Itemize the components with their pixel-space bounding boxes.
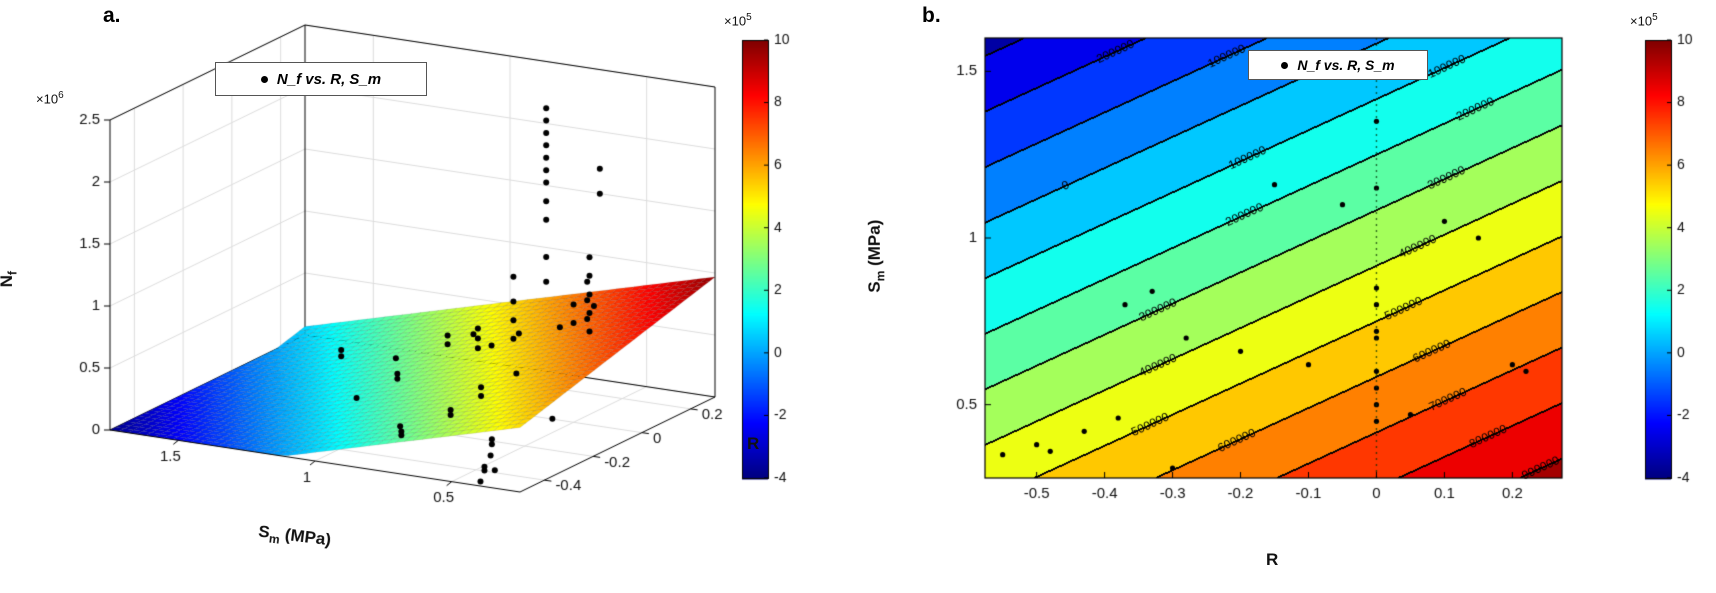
colorbar-a-exp-mantissa: ×10 [724, 13, 747, 29]
y-axis-title-b: Sm (MPa) [865, 196, 887, 316]
legend-b-marker-dot-icon [1281, 61, 1289, 69]
legend-b: N_f vs. R, S_m [1248, 50, 1428, 80]
colorbar-b-exp-mantissa: ×10 [1630, 13, 1653, 29]
z-title-sub: f [5, 271, 20, 276]
x-axis-title-b: R [1266, 550, 1278, 570]
colorbar-a-exponent-label: ×105 [724, 12, 752, 28]
colorbar-b-exp-power: 5 [1652, 12, 1658, 23]
y-title-sub-b: m [873, 270, 888, 282]
surface3d-plot-canvas [0, 0, 850, 593]
legend-a-marker-dot-icon [260, 75, 268, 83]
colorbar-b-exponent-label: ×105 [1630, 12, 1658, 28]
z-exp-mantissa: ×10 [36, 91, 59, 107]
z-title-base: N [0, 275, 16, 287]
y-title-rest-b: (MPa) [864, 219, 884, 271]
legend-a: N_f vs. R, S_m [215, 62, 427, 96]
legend-a-label: N_f vs. R, S_m [276, 70, 382, 88]
y-title-base-b: S [864, 281, 884, 293]
z-axis-exponent-label: ×106 [36, 90, 64, 106]
colorbar-a-exp-power: 5 [746, 12, 752, 23]
panel-b-label: b. [922, 4, 941, 27]
panel-a-surface-plot: a. N_f vs. R, S_m ×106 Nf Sm (MPa) R ×10… [0, 0, 850, 593]
z-axis-title-a: Nf [0, 271, 19, 287]
panel-a-label: a. [103, 4, 121, 27]
y-title-base-a: R [747, 434, 760, 453]
x-title-base-b: R [1266, 550, 1279, 569]
legend-b-label: N_f vs. R, S_m [1297, 57, 1395, 73]
panel-b-contour-plot: b. N_f vs. R, S_m Sm (MPa) R ×105 [850, 0, 1716, 593]
z-exp-power: 6 [58, 90, 64, 101]
y-axis-title-a: R [747, 434, 759, 454]
contour-plot-canvas [850, 0, 1716, 593]
